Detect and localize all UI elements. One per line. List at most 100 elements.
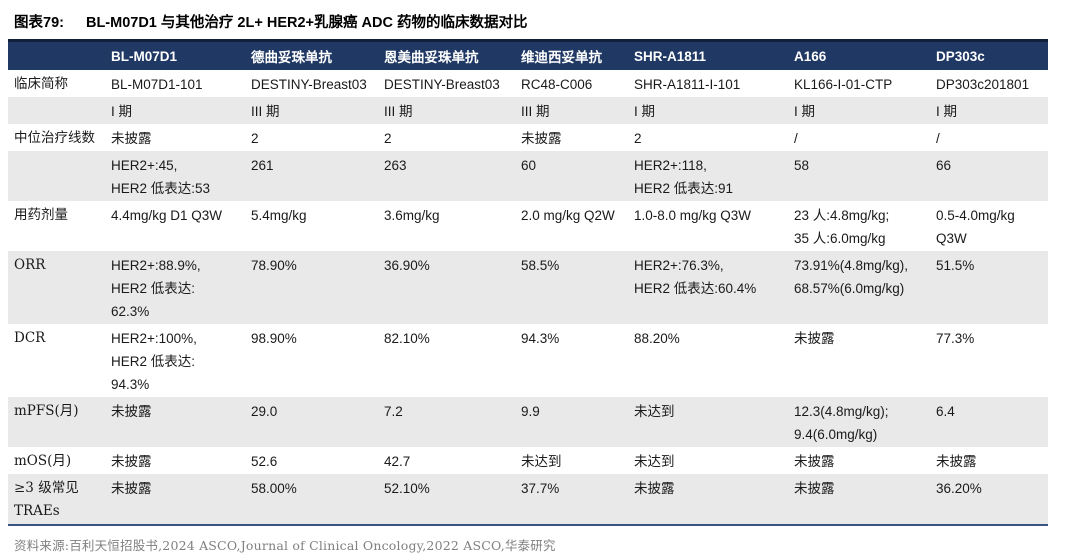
table-cell: 78.90%: [245, 251, 378, 324]
table-cell: 未披露: [936, 454, 977, 469]
header-row: BL-M07D1 德曲妥珠单抗 恩美曲妥珠单抗 维迪西妥单抗 SHR-A1811 A166…: [8, 39, 1048, 70]
table-cell: 36.20%: [930, 474, 1048, 525]
table-cell: I 期: [788, 97, 930, 124]
table-cell: 52.10%: [378, 474, 515, 525]
table-cell: III 期: [515, 97, 628, 124]
table-cell: 66: [930, 151, 1048, 201]
table-row: DCR HER2+:100%, HER2 低表达: 94.3% 98.90% 82.1…: [8, 324, 1048, 397]
column-header: DP303c: [930, 39, 1048, 70]
table-cell: 1.0-8.0 mg/kg Q3W: [634, 208, 752, 223]
table-cell: 88.20%: [634, 331, 680, 346]
table-cell: 12.3(4.8mg/kg); 9.4(6.0mg/kg): [788, 397, 930, 447]
table-cell: 4.4mg/kg D1 Q3W: [111, 208, 223, 223]
table-cell: SHR-A1811-I-101: [634, 77, 741, 92]
column-header: 维迪西妥单抗: [515, 39, 628, 70]
table-cell: RC48-C006: [521, 77, 593, 92]
table-cell: 9.9: [515, 397, 628, 447]
table-cell: BL-M07D1-101: [111, 77, 203, 92]
table-cell: 未达到: [634, 454, 675, 469]
row-label: 临床简称: [14, 76, 68, 92]
row-label: ORR: [8, 251, 105, 324]
table-row: ≥3 级常见 TRAEs 未披露 58.00% 52.10% 37.7% 未披露 未披露 36…: [8, 474, 1048, 525]
table-cell: HER2+:45, HER2 低表达:53: [105, 151, 245, 201]
row-label: [8, 97, 105, 124]
column-header: BL-M07D1: [105, 39, 245, 70]
table-cell: 58: [788, 151, 930, 201]
table-cell: 42.7: [384, 454, 411, 469]
table-cell: HER2+:118, HER2 低表达:91: [628, 151, 788, 201]
table-cell: 2.0 mg/kg Q2W: [521, 208, 615, 223]
table-cell: 82.10%: [384, 331, 430, 346]
table-cell: 2: [251, 131, 259, 146]
table-cell: 未达到: [628, 397, 788, 447]
table-cell: 未披露: [111, 131, 152, 146]
column-header: A166: [788, 39, 930, 70]
source-note: 资料来源:百利天恒招股书,2024 ASCO,Journal of Clinic…: [14, 538, 556, 553]
table-row: mPFS(月) 未披露 29.0 7.2 9.9 未达到 12.3(4.8mg/kg); 9…: [8, 397, 1048, 447]
table-cell: 未披露: [105, 474, 245, 525]
table-cell: /: [936, 131, 940, 146]
table-cell: 52.6: [251, 454, 278, 469]
table-cell: 261: [245, 151, 378, 201]
table-cell: 未披露: [628, 474, 788, 525]
table-cell: 58.5%: [515, 251, 628, 324]
table-cell: /: [794, 131, 798, 146]
table-cell: 2: [384, 131, 392, 146]
table-cell: 0.5-4.0mg/kg Q3W: [936, 208, 1015, 246]
table-cell: 5.4mg/kg: [251, 208, 307, 223]
table-cell: 未披露: [111, 454, 152, 469]
table-cell: 23 人:4.8mg/kg; 35 人:6.0mg/kg: [794, 208, 890, 246]
table-cell: 58.00%: [245, 474, 378, 525]
row-label: mPFS(月): [8, 397, 105, 447]
clinical-table: BL-M07D1 德曲妥珠单抗 恩美曲妥珠单抗 维迪西妥单抗 SHR-A1811 A166…: [8, 39, 1048, 526]
table-cell: DP303c201801: [936, 77, 1030, 92]
table-cell: 3.6mg/kg: [384, 208, 440, 223]
table-cell: III 期: [245, 97, 378, 124]
table-row: 用药剂量 4.4mg/kg D1 Q3W 5.4mg/kg 3.6mg/kg 2.0 m…: [8, 201, 1048, 251]
table-cell: 51.5%: [930, 251, 1048, 324]
table-cell: KL166-I-01-CTP: [794, 77, 893, 92]
table-cell: I 期: [105, 97, 245, 124]
table-cell: 未披露: [794, 454, 835, 469]
row-label: mOS(月): [14, 453, 72, 469]
row-label: DCR: [14, 330, 46, 346]
row-label: ≥3 级常见 TRAEs: [8, 474, 105, 525]
table-cell: 未披露: [788, 474, 930, 525]
table-cell: 37.7%: [515, 474, 628, 525]
table-row: 临床简称 BL-M07D1-101 DESTINY-Breast03 DESTINY-…: [8, 70, 1048, 97]
row-label: [8, 151, 105, 201]
figure-number: 图表79:: [14, 15, 64, 31]
table-cell: 未披露: [105, 397, 245, 447]
row-label-header: [8, 39, 105, 70]
figure-title-text: BL-M07D1 与其他治疗 2L+ HER2+乳腺癌 ADC 药物的临床数据对…: [85, 15, 528, 31]
table-cell: 263: [378, 151, 515, 201]
table-cell: 未披露: [521, 131, 562, 146]
column-header: 德曲妥珠单抗: [245, 39, 378, 70]
table-cell: HER2+:76.3%, HER2 低表达:60.4%: [628, 251, 788, 324]
table-cell: 7.2: [378, 397, 515, 447]
table-cell: III 期: [378, 97, 515, 124]
figure-title: 图表79: BL-M07D1 与其他治疗 2L+ HER2+乳腺癌 ADC 药物…: [0, 0, 1080, 32]
table-cell: DESTINY-Breast03: [384, 77, 500, 92]
table-cell: 36.90%: [378, 251, 515, 324]
table-row: ORR HER2+:88.9%, HER2 低表达: 62.3% 78.90% 36.…: [8, 251, 1048, 324]
table-cell: 2: [634, 131, 642, 146]
row-label: 用药剂量: [14, 207, 68, 223]
table-cell: HER2+:100%, HER2 低表达: 94.3%: [111, 331, 197, 392]
table-row: 中位治疗线数 未披露 2 2 未披露 2 / /: [8, 124, 1048, 151]
table-cell: I 期: [930, 97, 1048, 124]
table-row: mOS(月) 未披露 52.6 42.7 未达到 未达到 未披露 未披露: [8, 447, 1048, 474]
column-header: 恩美曲妥珠单抗: [378, 39, 515, 70]
table-cell: 73.91%(4.8mg/kg), 68.57%(6.0mg/kg): [788, 251, 930, 324]
table-cell: 77.3%: [936, 331, 975, 346]
table-cell: 29.0: [245, 397, 378, 447]
table-cell: I 期: [628, 97, 788, 124]
table-row: HER2+:45, HER2 低表达:53 261 263 60 HER2+:118, …: [8, 151, 1048, 201]
table-cell: 98.90%: [251, 331, 297, 346]
table-cell: 未披露: [794, 331, 835, 346]
table-cell: 60: [515, 151, 628, 201]
column-header: SHR-A1811: [628, 39, 788, 70]
table-cell: DESTINY-Breast03: [251, 77, 367, 92]
row-label: 中位治疗线数: [14, 130, 95, 146]
